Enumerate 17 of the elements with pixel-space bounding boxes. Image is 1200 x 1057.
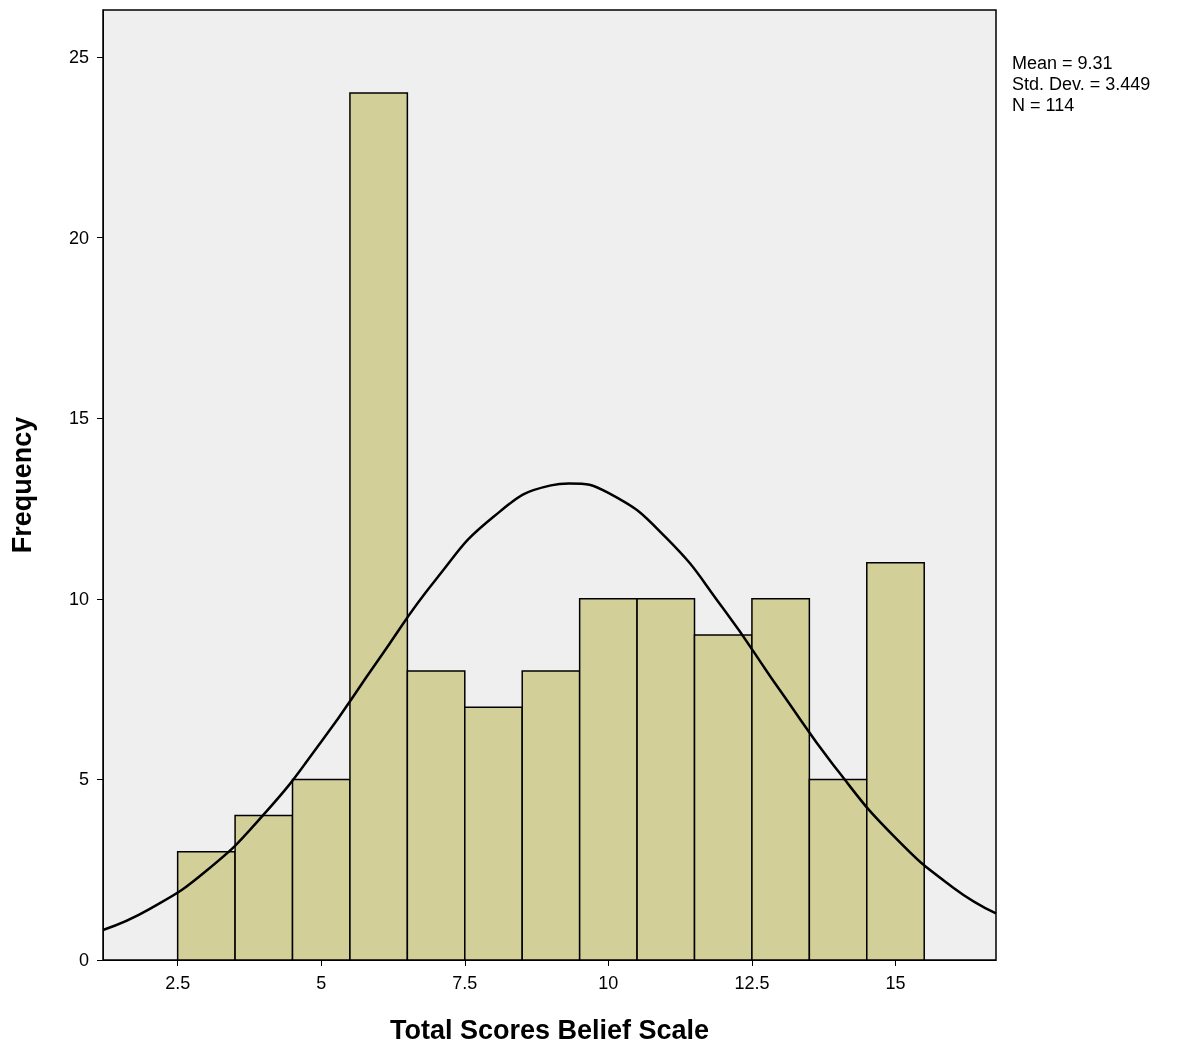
y-tick-label: 10 xyxy=(68,588,89,609)
text: N = 114 xyxy=(1012,95,1075,115)
y-tick-label: 20 xyxy=(68,227,89,248)
y-tick-label: 15 xyxy=(68,408,89,429)
y-tick-label: 25 xyxy=(68,46,89,67)
x-tick-label: 12.5 xyxy=(734,973,770,993)
text: Mean = 9.31 xyxy=(1012,53,1113,73)
y-axis-title: Frequency xyxy=(6,416,37,554)
text: Std. Dev. = 3.449 xyxy=(1012,74,1151,94)
x-tick-label: 5 xyxy=(316,973,327,993)
x-tick-label: 2.5 xyxy=(165,973,191,993)
x-tick-label: 15 xyxy=(885,973,906,993)
y-tick-label: 5 xyxy=(78,769,89,790)
x-tick-label: 10 xyxy=(598,973,619,993)
y-tick-label: 0 xyxy=(78,950,89,970)
x-axis-title: Total Scores Belief Scale xyxy=(389,1014,710,1045)
x-tick-label: 7.5 xyxy=(452,973,478,993)
